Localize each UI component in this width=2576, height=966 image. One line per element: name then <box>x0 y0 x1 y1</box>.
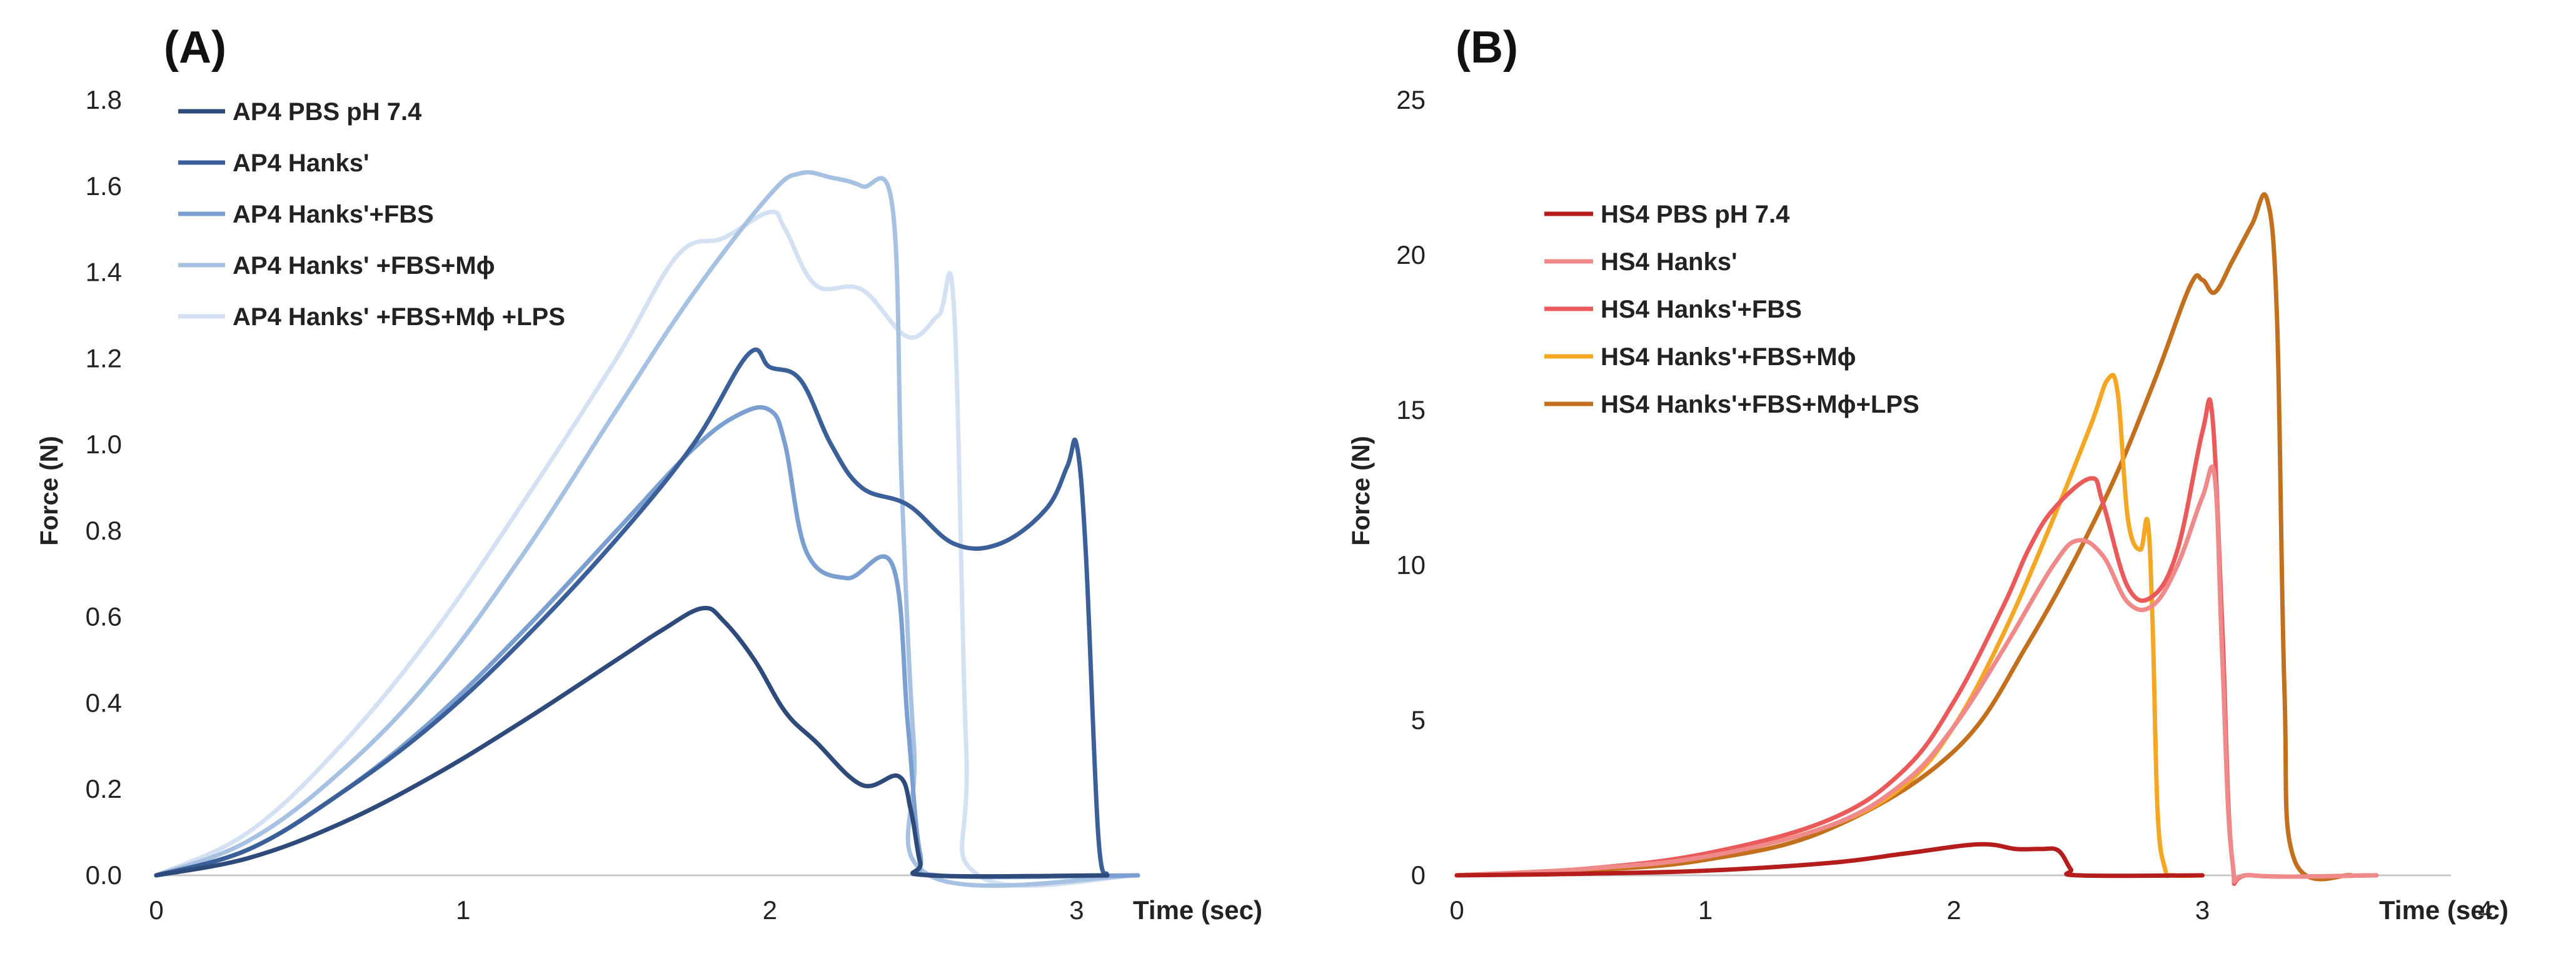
y-tick-label: 0.2 <box>86 774 122 803</box>
legend-label: HS4 PBS pH 7.4 <box>1601 201 1790 228</box>
legend-label: HS4 Hanks' <box>1601 248 1738 276</box>
panel-a: (A) Force (N) 0.0 0.2 0.4 0.6 0.8 1.0 1.2 1.4 1.… <box>36 23 1262 925</box>
series-group-b <box>1454 192 2379 886</box>
y-tick-label: 0.6 <box>86 602 122 631</box>
x-tick-label: 3 <box>2195 895 2210 925</box>
y-tick-label: 25 <box>1396 85 1426 114</box>
y-tick-label: 20 <box>1396 240 1426 269</box>
x-ticks-a: 0 1 2 3 <box>149 895 1084 925</box>
x-tick-label: 2 <box>1946 895 1961 925</box>
series-line-5 <box>154 209 1140 888</box>
y-tick-label: 10 <box>1396 550 1426 580</box>
y-ticks-a: 0.0 0.2 0.4 0.6 0.8 1.0 1.2 1.4 1.6 1.8 <box>86 85 122 890</box>
legend-label: AP4 Hanks' +FBS+Mϕ +LPS <box>233 303 565 331</box>
x-tick-label: 3 <box>1069 895 1084 925</box>
legend-label: AP4 Hanks'+FBS <box>233 201 434 228</box>
y-tick-label: 1.0 <box>86 430 122 459</box>
x-tick-label: 0 <box>149 895 163 925</box>
y-tick-label: 5 <box>1411 705 1426 735</box>
series-line-5 <box>1454 192 2354 882</box>
x-axis-title-a: Time (sec) <box>1133 895 1262 925</box>
x-tick-label: 1 <box>1698 895 1713 925</box>
series-line-1 <box>154 605 1110 879</box>
y-tick-label: 0.8 <box>86 516 122 545</box>
x-ticks-b: 0 1 2 3 4 <box>1449 895 2492 925</box>
x-tick-label: 4 <box>2478 895 2492 925</box>
series-line-1 <box>1454 842 2205 878</box>
legend-label: HS4 Hanks'+FBS+Mϕ+LPS <box>1601 391 1919 418</box>
series-line-2 <box>1454 465 2379 884</box>
x-tick-label: 2 <box>763 895 777 925</box>
y-tick-label: 0 <box>1411 860 1426 890</box>
panel-b: (B) Force (N) 0 5 10 15 20 25 0 1 2 3 4 Time (sec… <box>1347 23 2508 925</box>
legend-label: HS4 Hanks'+FBS <box>1601 296 1802 323</box>
legend-label: AP4 PBS pH 7.4 <box>233 98 422 126</box>
series-line-2 <box>154 347 1110 878</box>
y-tick-label: 15 <box>1396 395 1426 425</box>
series-line-4 <box>154 170 1140 888</box>
y-tick-label: 1.4 <box>86 258 122 287</box>
legend-label: AP4 Hanks' <box>233 149 370 177</box>
legend-label: HS4 Hanks'+FBS+Mϕ <box>1601 343 1856 371</box>
y-tick-label: 1.6 <box>86 171 122 201</box>
legend-b: HS4 PBS pH 7.4 HS4 Hanks' HS4 Hanks'+FBS HS… <box>1544 201 1919 418</box>
y-axis-title-a: Force (N) <box>36 436 63 546</box>
y-tick-label: 1.2 <box>86 343 122 373</box>
panel-label-a: (A) <box>164 23 226 73</box>
x-tick-label: 1 <box>456 895 470 925</box>
x-tick-label: 0 <box>1449 895 1464 925</box>
y-ticks-b: 0 5 10 15 20 25 <box>1396 85 1426 890</box>
panel-label-b: (B) <box>1456 23 1518 73</box>
y-axis-title-b: Force (N) <box>1347 436 1375 546</box>
y-tick-label: 1.8 <box>86 85 122 114</box>
y-tick-label: 0.0 <box>86 860 122 890</box>
y-tick-label: 0.4 <box>86 688 122 717</box>
series-group-a <box>154 170 1140 888</box>
legend-a: AP4 PBS pH 7.4 AP4 Hanks' AP4 Hanks'+FBS AP… <box>178 98 565 331</box>
x-axis-title-b: Time (sec) <box>2379 895 2508 925</box>
legend-label: AP4 Hanks' +FBS+Mϕ <box>233 252 495 279</box>
